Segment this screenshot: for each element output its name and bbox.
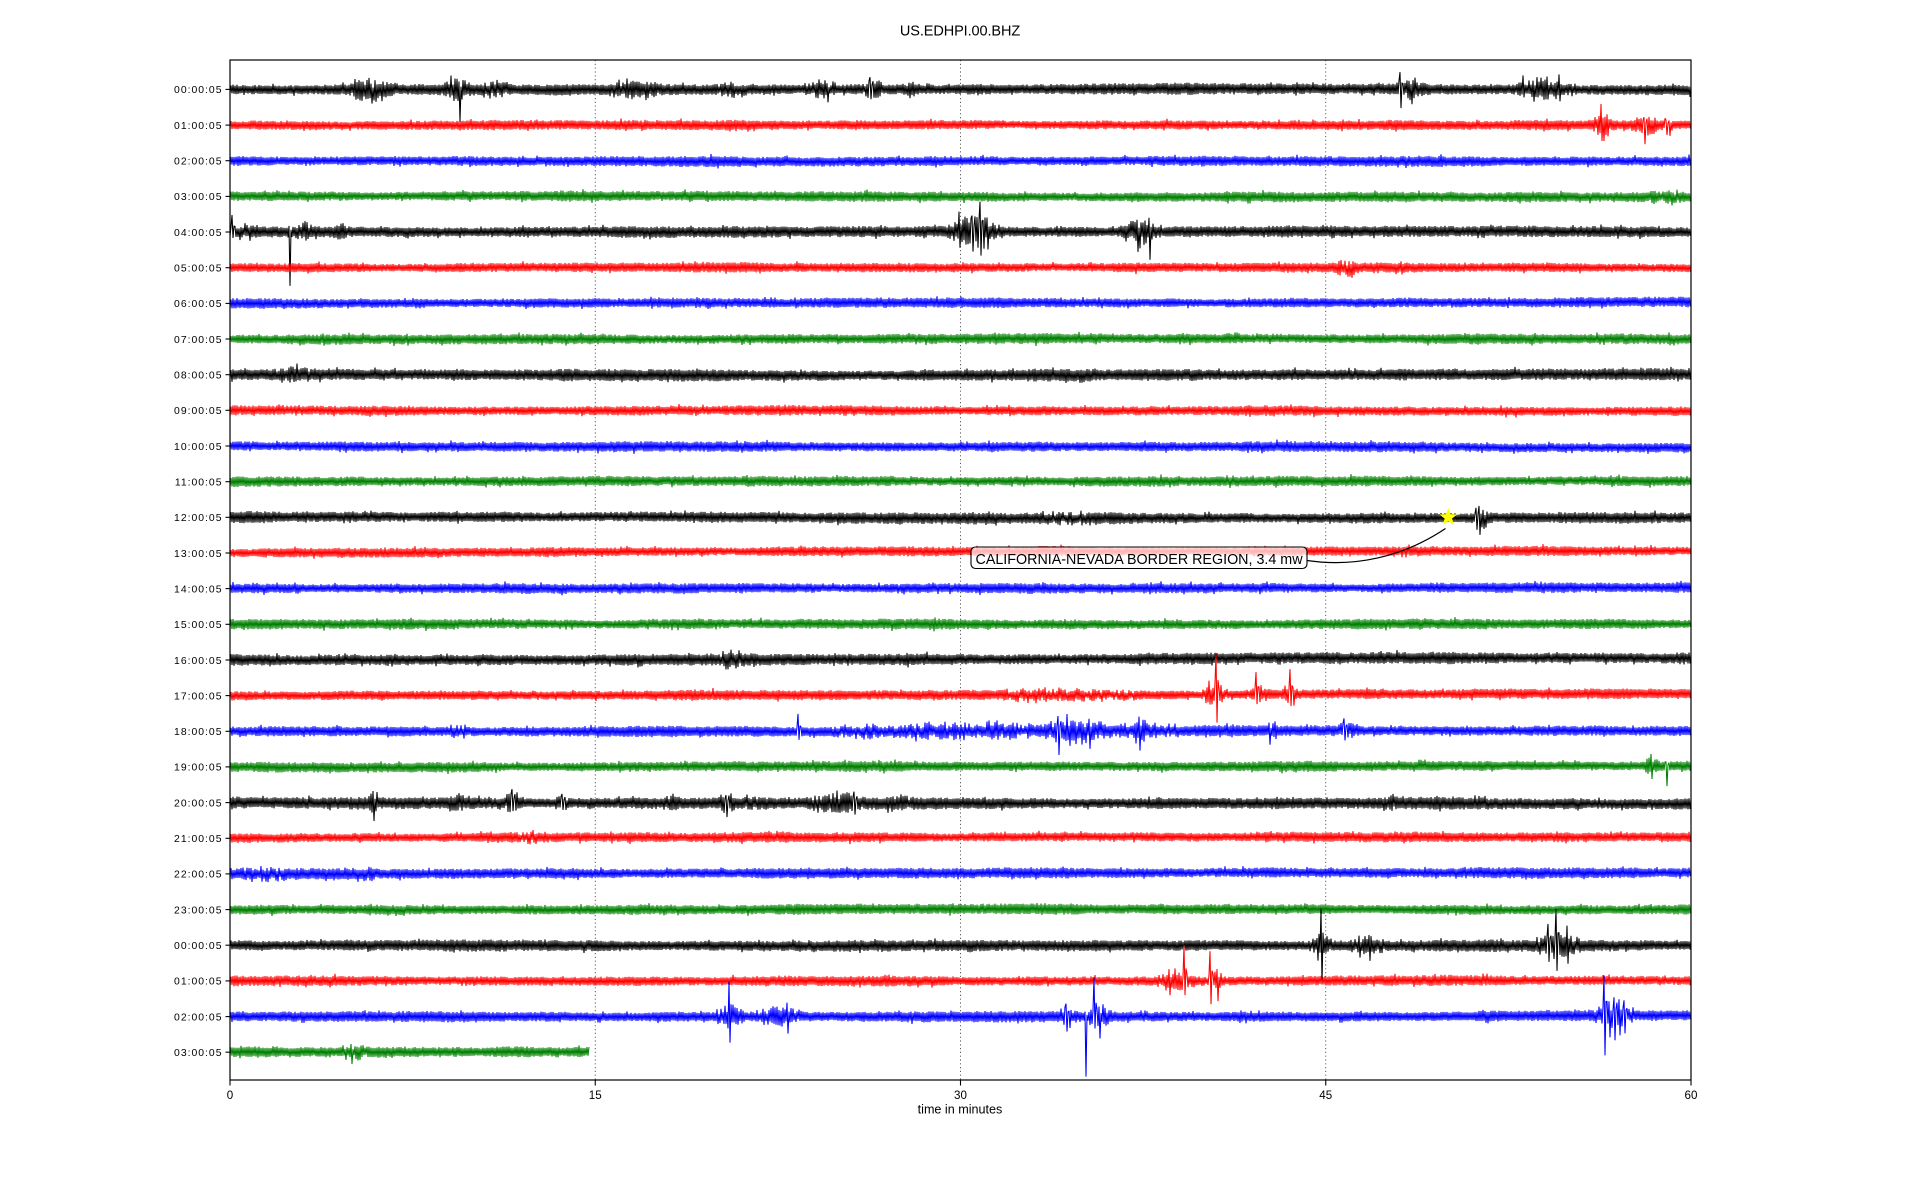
- svg-text:05:00:05: 05:00:05: [174, 264, 222, 275]
- svg-text:02:00:05: 02:00:05: [174, 157, 222, 168]
- svg-text:13:00:05: 13:00:05: [174, 549, 222, 560]
- svg-text:12:00:05: 12:00:05: [174, 513, 222, 524]
- svg-text:08:00:05: 08:00:05: [174, 371, 222, 382]
- svg-text:CALIFORNIA-NEVADA BORDER REGIO: CALIFORNIA-NEVADA BORDER REGION, 3.4 mw: [976, 552, 1304, 568]
- svg-text:01:00:05: 01:00:05: [174, 977, 222, 988]
- svg-text:03:00:05: 03:00:05: [174, 192, 222, 203]
- svg-text:0: 0: [227, 1089, 233, 1102]
- svg-text:18:00:05: 18:00:05: [174, 727, 222, 738]
- svg-text:21:00:05: 21:00:05: [174, 834, 222, 845]
- svg-text:US.EDHPI.00.BHZ: US.EDHPI.00.BHZ: [900, 23, 1020, 39]
- svg-text:02:00:05: 02:00:05: [174, 1012, 222, 1023]
- svg-text:60: 60: [1685, 1089, 1698, 1102]
- svg-text:22:00:05: 22:00:05: [174, 870, 222, 881]
- svg-text:15:00:05: 15:00:05: [174, 620, 222, 631]
- svg-text:14:00:05: 14:00:05: [174, 584, 222, 595]
- svg-text:30: 30: [954, 1089, 967, 1102]
- svg-text:01:00:05: 01:00:05: [174, 121, 222, 132]
- svg-text:03:00:05: 03:00:05: [174, 1048, 222, 1059]
- svg-text:23:00:05: 23:00:05: [174, 905, 222, 916]
- svg-text:11:00:05: 11:00:05: [175, 478, 223, 489]
- svg-text:10:00:05: 10:00:05: [174, 442, 222, 453]
- svg-text:06:00:05: 06:00:05: [174, 299, 222, 310]
- svg-text:00:00:05: 00:00:05: [174, 85, 222, 96]
- svg-text:45: 45: [1319, 1089, 1332, 1102]
- svg-text:09:00:05: 09:00:05: [174, 406, 222, 417]
- svg-text:00:00:05: 00:00:05: [174, 941, 222, 952]
- svg-text:time in minutes: time in minutes: [918, 1103, 1003, 1117]
- svg-text:07:00:05: 07:00:05: [174, 335, 222, 346]
- svg-text:04:00:05: 04:00:05: [174, 228, 222, 239]
- svg-text:15: 15: [589, 1089, 602, 1102]
- svg-text:20:00:05: 20:00:05: [174, 798, 222, 809]
- svg-text:16:00:05: 16:00:05: [174, 656, 222, 667]
- svg-text:19:00:05: 19:00:05: [174, 763, 222, 774]
- svg-text:17:00:05: 17:00:05: [174, 691, 222, 702]
